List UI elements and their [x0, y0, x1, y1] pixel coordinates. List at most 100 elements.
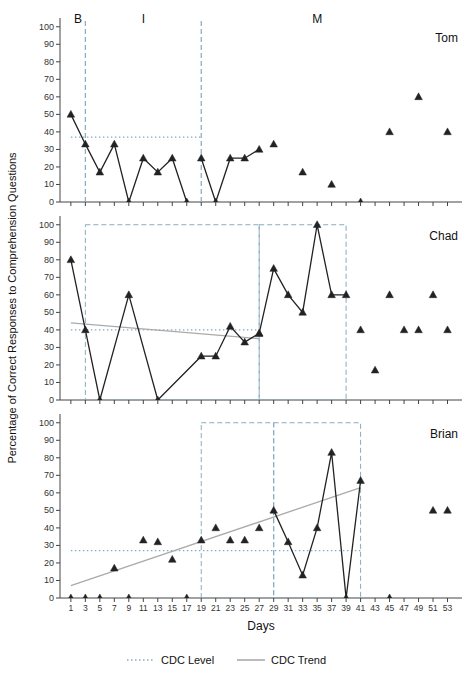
y-tick-label: 20 [44, 558, 54, 568]
y-tick [56, 492, 60, 493]
x-tick [375, 598, 376, 602]
data-point [82, 140, 90, 147]
x-tick-label: 49 [414, 603, 424, 613]
x-tick [244, 598, 245, 602]
data-point [386, 594, 394, 598]
x-tick [273, 598, 274, 602]
data-point [82, 594, 90, 598]
x-tick-label: 7 [112, 603, 117, 613]
y-tick-label: 10 [44, 179, 54, 189]
y-tick-label: 80 [44, 255, 54, 265]
x-tick [99, 202, 100, 206]
x-tick-label: 13 [153, 603, 163, 613]
x-tick-label: 31 [283, 603, 293, 613]
y-tick [56, 562, 60, 563]
y-tick-label: 80 [44, 453, 54, 463]
legend-swatch [127, 659, 155, 661]
x-tick-label: 43 [370, 603, 380, 613]
y-tick-label: 20 [44, 360, 54, 370]
x-tick-label: 37 [327, 603, 337, 613]
data-point [284, 538, 292, 545]
x-tick [331, 202, 332, 206]
x-tick [288, 202, 289, 206]
x-tick [418, 598, 419, 602]
x-tick [273, 400, 274, 404]
x-axis-line [60, 202, 462, 203]
data-point [270, 140, 278, 147]
y-tick [56, 598, 60, 599]
x-tick [273, 202, 274, 206]
y-tick [56, 79, 60, 80]
x-tick [114, 202, 115, 206]
data-point [183, 594, 191, 598]
data-point [429, 506, 437, 513]
x-tick-label: 29 [269, 603, 279, 613]
y-tick-label: 60 [44, 290, 54, 300]
x-tick [143, 202, 144, 206]
x-tick [404, 598, 405, 602]
x-tick [331, 400, 332, 404]
data-point [67, 256, 75, 263]
data-point [96, 168, 104, 175]
data-point [82, 326, 90, 333]
y-tick [56, 96, 60, 97]
y-tick [56, 242, 60, 243]
x-tick [244, 400, 245, 404]
x-tick [447, 202, 448, 206]
y-tick-label: 10 [44, 575, 54, 585]
x-tick-label: 33 [298, 603, 308, 613]
data-point [444, 506, 452, 513]
y-tick-label: 90 [44, 435, 54, 445]
data-point [125, 291, 133, 298]
x-tick-label: 19 [197, 603, 207, 613]
y-axis-line [60, 216, 61, 400]
data-point [241, 154, 249, 161]
panel-name: Tom [435, 31, 458, 45]
x-tick [447, 598, 448, 602]
x-tick [201, 598, 202, 602]
data-point [197, 536, 205, 543]
x-tick [230, 598, 231, 602]
y-tick [56, 224, 60, 225]
phase-box [274, 423, 361, 598]
y-tick-label: 50 [44, 505, 54, 515]
x-tick [418, 202, 419, 206]
phase-line [201, 18, 202, 202]
x-tick [201, 400, 202, 404]
x-tick [317, 202, 318, 206]
x-tick [186, 400, 187, 404]
x-tick [85, 202, 86, 206]
y-tick-label: 100 [39, 418, 54, 428]
data-point [342, 291, 350, 298]
y-tick-label: 70 [44, 74, 54, 84]
x-tick [346, 598, 347, 602]
x-tick [360, 202, 361, 206]
x-tick [404, 202, 405, 206]
y-tick [56, 277, 60, 278]
x-tick [433, 202, 434, 206]
data-point [444, 128, 452, 135]
data-point [255, 145, 263, 152]
data-point [386, 128, 394, 135]
x-tick [244, 202, 245, 206]
x-tick-label: 11 [139, 603, 148, 613]
data-point [183, 198, 191, 202]
data-point [212, 524, 220, 531]
x-tick [331, 598, 332, 602]
x-tick [375, 400, 376, 404]
data-point [139, 536, 147, 543]
cdc-line [71, 488, 361, 586]
x-tick [157, 598, 158, 602]
phase-label: B [74, 12, 82, 26]
y-tick [56, 149, 60, 150]
y-tick [56, 202, 60, 203]
y-tick [56, 422, 60, 423]
data-point [197, 352, 205, 359]
data-point [357, 198, 365, 202]
x-tick [143, 598, 144, 602]
panel-name: Chad [429, 229, 458, 243]
data-point [299, 571, 307, 578]
x-tick-label: 27 [254, 603, 264, 613]
data-point [270, 265, 278, 272]
y-tick [56, 440, 60, 441]
